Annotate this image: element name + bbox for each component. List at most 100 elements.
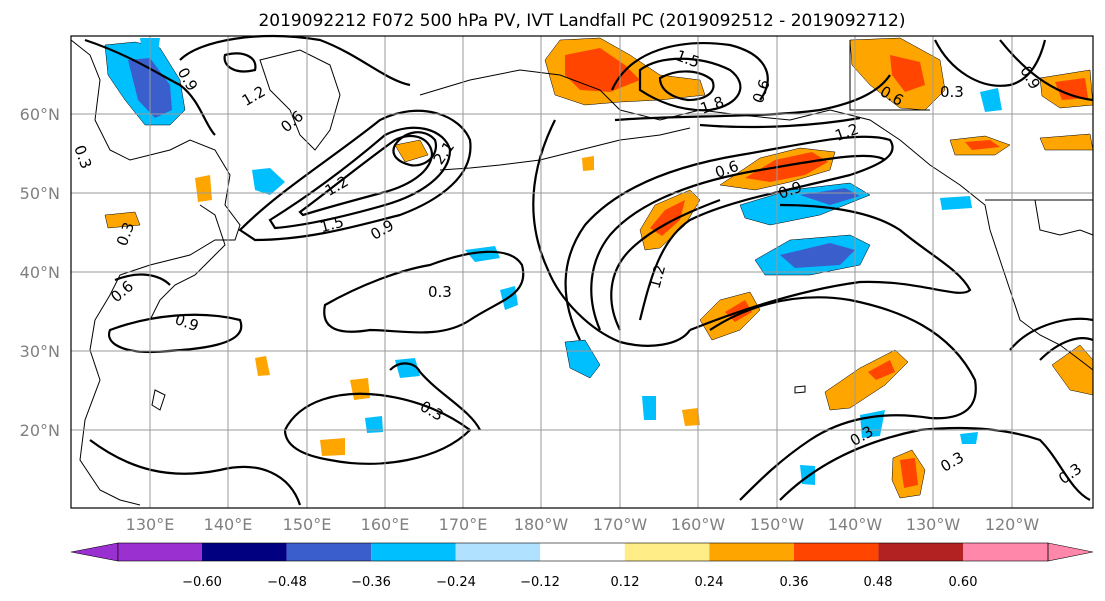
- lon-label: 120°W: [985, 515, 1040, 534]
- canada-border: [849, 40, 930, 111]
- positive-anomaly-core: [868, 360, 895, 380]
- lon-label: 180°W: [514, 515, 569, 534]
- positive-anomaly-core: [900, 458, 918, 488]
- colorbar-outline: [117, 542, 1049, 562]
- colorbar-segment: [455, 543, 541, 561]
- negative-anomaly: [365, 416, 383, 433]
- colorbar-tick-label: 0.24: [695, 575, 724, 590]
- negative-anomaly: [980, 88, 1002, 112]
- lon-label: 140°E: [204, 515, 253, 534]
- positive-anomaly-core: [890, 55, 925, 92]
- colorbar-tick-label: 0.60: [949, 575, 978, 590]
- colorbar: −0.60 −0.48 −0.36 −0.24 −0.12 0.12 0.24 …: [70, 542, 1094, 590]
- pv-contour: [298, 134, 434, 217]
- positive-anomaly-core: [1055, 78, 1088, 100]
- lon-label: 130°E: [126, 515, 175, 534]
- pv-contour: [699, 116, 861, 129]
- colorbar-segments: [70, 542, 1094, 562]
- lon-label: 140°W: [828, 515, 883, 534]
- pv-contour: [114, 273, 171, 286]
- colorbar-ticks: −0.60 −0.48 −0.36 −0.24 −0.12 0.12 0.24 …: [182, 575, 977, 590]
- positive-anomaly: [104, 211, 141, 229]
- pv-contour: [610, 42, 769, 101]
- negative-anomaly: [252, 168, 285, 195]
- pv-contour: [709, 296, 977, 501]
- latitude-labels: 20°N 30°N 40°N 50°N 60°N: [20, 105, 60, 440]
- colorbar-extend-min: [70, 542, 119, 562]
- island: [794, 385, 806, 394]
- lon-label: 160°E: [361, 515, 410, 534]
- pv-contour: [638, 57, 742, 112]
- colorbar-tick-label: 0.48: [864, 575, 893, 590]
- colorbar-segment: [286, 543, 372, 561]
- negative-anomaly-core: [800, 188, 860, 205]
- contour-label: 1.2: [646, 263, 670, 291]
- pv-contour: [610, 198, 721, 331]
- lon-label: 150°E: [283, 515, 332, 534]
- colorbar-tick-label: 0.36: [780, 575, 809, 590]
- pv-contour: [392, 131, 438, 167]
- colorbar-segment: [878, 543, 963, 561]
- lon-label: 130°W: [906, 515, 961, 534]
- lat-label: 40°N: [20, 263, 60, 282]
- lat-label: 60°N: [20, 105, 60, 124]
- pv-contour: [590, 154, 886, 331]
- negative-anomaly: [800, 465, 815, 485]
- positive-anomaly: [320, 438, 345, 456]
- positive-anomaly: [195, 175, 212, 202]
- map-frame: [70, 35, 1094, 509]
- contour-label: 1.5: [318, 213, 346, 237]
- positive-anomaly-core: [745, 152, 828, 182]
- pv-contour: [268, 126, 452, 230]
- pv-contour: [389, 362, 481, 431]
- colorbar-segment: [963, 543, 1048, 561]
- positive-anomaly-core: [965, 140, 1000, 150]
- lat-label: 50°N: [20, 184, 60, 203]
- pv-contour: [89, 439, 302, 506]
- pv-contour: [934, 39, 1047, 87]
- lon-label: 170°E: [439, 515, 488, 534]
- pv-contour: [689, 203, 972, 332]
- colorbar-segment: [624, 543, 710, 561]
- lon-label: 150°W: [750, 515, 805, 534]
- aleutian-islands: [439, 127, 691, 171]
- negative-anomaly: [940, 196, 972, 210]
- positive-anomaly: [582, 156, 594, 171]
- colorbar-tick-label: −0.60: [182, 575, 222, 590]
- colorbar-tick-label: 0.12: [611, 575, 640, 590]
- colorbar-extend-max: [1047, 542, 1094, 562]
- figure-title: 2019092212 F072 500 hPa PV, IVT Landfall…: [258, 11, 905, 31]
- pv-contour: [1039, 337, 1094, 361]
- alaska-coast: [419, 69, 1094, 371]
- pv-contour: [223, 52, 257, 73]
- negative-anomaly-core: [780, 243, 855, 268]
- pv-contour: [658, 70, 715, 102]
- contour-label: 0.3: [428, 283, 452, 301]
- pv-contour: [238, 109, 472, 242]
- pv-contour: [999, 39, 1094, 102]
- island: [151, 389, 166, 411]
- positive-anomaly: [682, 408, 700, 426]
- coastlines: [70, 39, 1094, 506]
- pv-contour: [84, 38, 216, 136]
- lon-label: 160°W: [671, 515, 726, 534]
- asia-coast: [70, 39, 241, 506]
- pv-contour: [614, 74, 891, 122]
- colorbar-tick-label: −0.12: [520, 575, 560, 590]
- pv-contour: [564, 135, 894, 341]
- pv-contour: [323, 250, 525, 334]
- pv-contour: [779, 426, 1091, 501]
- contour-label: 0.3: [940, 83, 964, 101]
- lat-label: 30°N: [20, 342, 60, 361]
- positive-anomaly: [394, 139, 429, 163]
- colorbar-segment: [540, 543, 625, 561]
- colorbar-segment: [118, 543, 202, 561]
- colorbar-segment: [709, 543, 794, 561]
- pv-contour: [107, 313, 243, 354]
- positive-anomaly-core: [565, 48, 640, 92]
- map-panel: 1.2 0.9 0.6 0.3 1.2 1.5 0.9 2.1 0.3 0.3 …: [70, 35, 1094, 509]
- negative-anomaly: [960, 432, 978, 444]
- colorbar-segment: [202, 543, 287, 561]
- colorbar-segment: [793, 543, 879, 561]
